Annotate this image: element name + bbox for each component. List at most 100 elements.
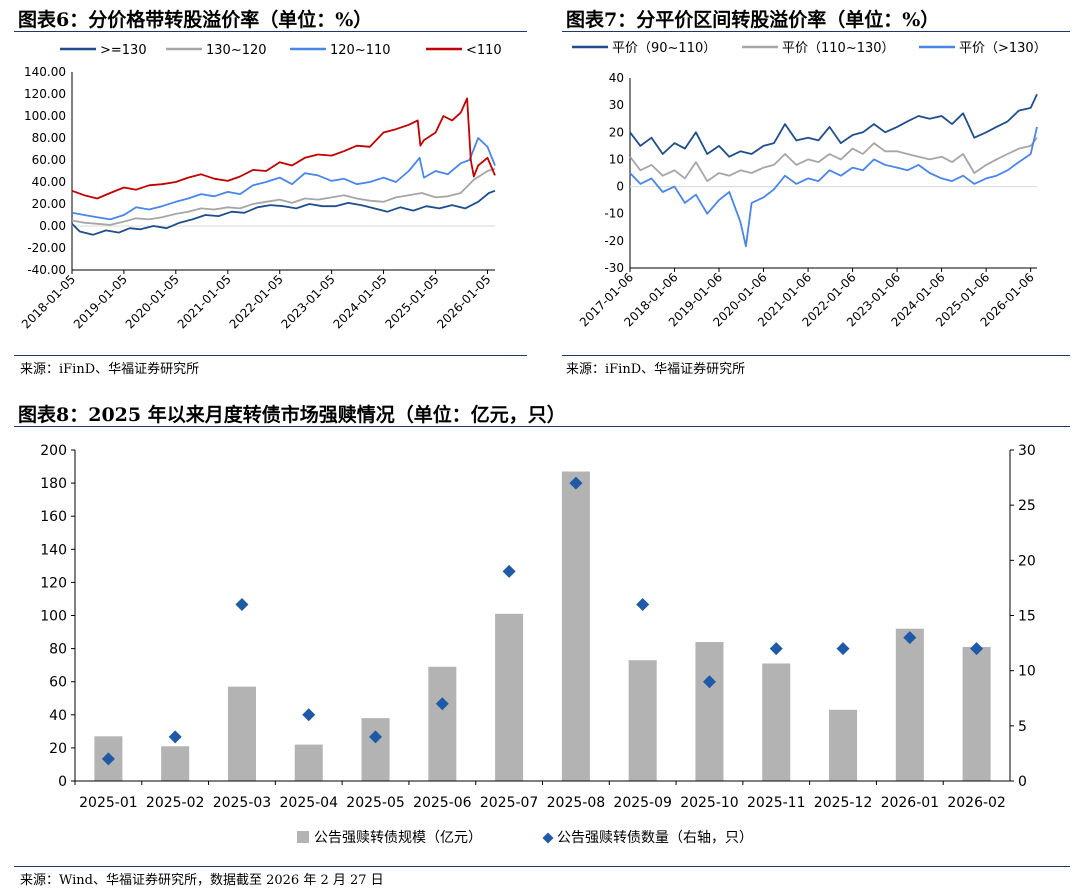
fig6-xtick-label: 2025-01-05 bbox=[382, 272, 441, 331]
fig6-ytick-label: 60.00 bbox=[32, 153, 66, 167]
fig8-bar bbox=[161, 746, 190, 781]
fig8-category-label: 2025-03 bbox=[213, 795, 272, 811]
fig8-diamond-point bbox=[168, 730, 182, 744]
fig8-diamond-point bbox=[636, 597, 650, 611]
fig7-ytick-label: -20 bbox=[604, 234, 624, 248]
fig8-diamond-point bbox=[235, 597, 249, 611]
fig8-category-label: 2025-12 bbox=[814, 795, 873, 811]
fig7-ytick-label: 20 bbox=[609, 125, 624, 139]
fig6-ytick-label: 120.00 bbox=[24, 87, 66, 101]
fig8-category-label: 2025-09 bbox=[613, 795, 672, 811]
fig8-diamond-point bbox=[502, 564, 516, 578]
fig8-bar bbox=[895, 628, 924, 781]
fig6-legend-label: <110 bbox=[466, 43, 502, 58]
fig8-category-label: 2026-01 bbox=[881, 795, 940, 811]
fig8-diamond-point bbox=[970, 642, 984, 656]
fig6-xtick-label: 2019-01-05 bbox=[71, 272, 130, 331]
fig8-y2tick-label: 20 bbox=[1018, 553, 1036, 569]
fig8-bar bbox=[695, 641, 724, 781]
fig8-legend-diamond-label: 公告强赎转债数量（右轴，只） bbox=[557, 829, 753, 846]
fig8-bar bbox=[962, 646, 991, 781]
fig8-y2tick-label: 5 bbox=[1018, 719, 1027, 735]
figure8-source: 来源：Wind、华福证券研究所，数据截至 2026 年 2 月 27 日 bbox=[20, 873, 384, 888]
fig8-diamond-point bbox=[836, 642, 850, 656]
fig7-series-line-1 bbox=[629, 137, 1038, 183]
fig7-ytick-label: 30 bbox=[609, 98, 624, 112]
fig6-xtick-label: 2018-01-05 bbox=[19, 272, 78, 331]
fig8-ytick-label: 160 bbox=[40, 509, 67, 525]
fig8-ytick-label: 120 bbox=[40, 575, 67, 591]
fig8-bar bbox=[762, 663, 791, 781]
figure8-title-rule bbox=[14, 426, 1070, 427]
fig8-category-label: 2025-01 bbox=[79, 795, 138, 811]
fig6-xtick-label: 2022-01-05 bbox=[227, 272, 286, 331]
fig8-y2tick-label: 10 bbox=[1018, 664, 1036, 680]
fig6-xtick-label: 2023-01-05 bbox=[279, 272, 338, 331]
fig8-category-label: 2025-04 bbox=[280, 795, 339, 811]
fig8-ytick-label: 140 bbox=[40, 542, 67, 558]
fig6-chart: 140.00 120.00 100.00 80.00 60.00 40.00 20.00 0.… bbox=[19, 43, 502, 331]
figure8-title: 图表8：2025 年以来月度转债市场强赎情况（单位：亿元，只） bbox=[18, 404, 566, 426]
fig8-category-label: 2025-02 bbox=[146, 795, 205, 811]
fig8-ytick-label: 200 bbox=[40, 443, 67, 459]
fig8-ytick-label: 80 bbox=[49, 642, 67, 658]
fig7-legend-label: 平价（>130） bbox=[959, 41, 1047, 56]
fig8-category-label: 2025-06 bbox=[413, 795, 472, 811]
fig7-legend-label: 平价（110~130） bbox=[782, 41, 895, 56]
fig8-category-label: 2025-11 bbox=[747, 795, 806, 811]
fig6-xtick-label: 2026-01-05 bbox=[434, 272, 493, 331]
fig8-bar bbox=[628, 660, 657, 781]
fig8-category-label: 2025-08 bbox=[547, 795, 606, 811]
fig8-category-label: 2026-02 bbox=[947, 795, 1006, 811]
fig6-ytick-label: 20.00 bbox=[32, 197, 66, 211]
fig8-diamond-point bbox=[702, 675, 716, 689]
figure6-bottom-rule bbox=[14, 355, 527, 356]
fig7-series-line-2 bbox=[629, 126, 1038, 248]
fig6-ytick-label: 0.00 bbox=[39, 219, 66, 233]
fig8-y2tick-label: 0 bbox=[1018, 774, 1027, 790]
fig7-ytick-label: 10 bbox=[609, 152, 624, 166]
fig7-ytick-label: -30 bbox=[604, 261, 624, 275]
figure7-title-rule bbox=[562, 31, 1070, 32]
fig6-legend-label: >=130 bbox=[100, 43, 147, 58]
fig8-y2tick-label: 15 bbox=[1018, 609, 1036, 625]
fig7-ytick-label: 0 bbox=[616, 180, 624, 194]
fig8-category-label: 2025-05 bbox=[346, 795, 405, 811]
fig6-ytick-label: -40.00 bbox=[27, 263, 66, 277]
figure8-bottom-rule bbox=[14, 866, 1070, 867]
fig8-category-label: 2025-07 bbox=[480, 795, 539, 811]
fig6-xtick-label: 2020-01-05 bbox=[123, 272, 182, 331]
figure6-title-rule bbox=[14, 31, 527, 32]
fig8-ytick-label: 20 bbox=[49, 741, 67, 757]
fig7-legend-label: 平价（90~110） bbox=[612, 41, 716, 56]
fig8-legend-bar-label: 公告强赎转债规模（亿元） bbox=[314, 829, 482, 846]
fig8-diamond-point bbox=[903, 631, 917, 645]
fig8-ytick-label: 40 bbox=[49, 708, 67, 724]
fig6-series-line-2 bbox=[71, 137, 496, 221]
fig6-ytick-label: 40.00 bbox=[32, 175, 66, 189]
figure7-title: 图表7：分平价区间转股溢价率（单位：%） bbox=[566, 9, 940, 31]
fig7-series-line-0 bbox=[629, 93, 1038, 158]
fig8-bar bbox=[361, 718, 390, 781]
fig8-legend-bar-swatch bbox=[297, 831, 309, 843]
fig8-legend-diamond-swatch bbox=[542, 832, 554, 844]
fig8-bar bbox=[294, 744, 323, 781]
fig8-chart: 2001801601401201008060402003025201510502… bbox=[40, 443, 1036, 846]
fig8-bar bbox=[829, 709, 858, 781]
fig6-ytick-label: -20.00 bbox=[27, 241, 66, 255]
fig8-diamond-point bbox=[435, 697, 449, 711]
fig8-diamond-point bbox=[101, 752, 115, 766]
fig8-bar bbox=[227, 686, 256, 781]
fig6-xtick-label: 2021-01-05 bbox=[175, 272, 234, 331]
fig6-legend-label: 130~120 bbox=[206, 43, 267, 58]
fig8-bar bbox=[495, 613, 524, 781]
fig8-diamond-point bbox=[569, 476, 583, 490]
fig8-ytick-label: 180 bbox=[40, 476, 67, 492]
fig7-chart: 403020100-10-20-302017-01-062018-01-0620… bbox=[572, 41, 1047, 329]
figure7-bottom-rule bbox=[562, 355, 1070, 356]
figure6-title: 图表6：分价格带转股溢价率（单位：%） bbox=[18, 9, 373, 31]
fig8-ytick-label: 0 bbox=[58, 774, 67, 790]
figure7-source: 来源：iFinD、华福证券研究所 bbox=[566, 362, 746, 377]
fig8-y2tick-label: 25 bbox=[1018, 498, 1036, 514]
